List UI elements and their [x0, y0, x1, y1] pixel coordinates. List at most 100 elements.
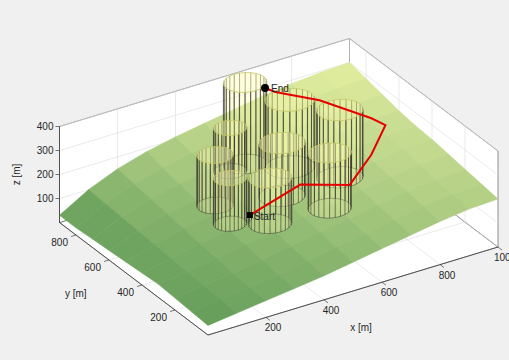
- cylinder-edge: [293, 152, 294, 205]
- floor-pane: [60, 135, 499, 336]
- cylinder-side: [298, 148, 302, 203]
- cylinder-side: [196, 156, 198, 209]
- surface-cell: [192, 299, 238, 325]
- cylinder-edge: [302, 148, 303, 201]
- tick: [324, 300, 328, 303]
- z-tick-label: 300: [37, 145, 54, 156]
- tick: [137, 285, 142, 287]
- cylinder-edge: [250, 92, 251, 174]
- x-axis-line: [208, 247, 498, 335]
- obstacles: [197, 73, 363, 234]
- cylinder-edge: [335, 162, 336, 217]
- cylinder-side: [324, 163, 330, 218]
- axes-panes: [60, 39, 499, 336]
- x-tick-label: 800: [439, 270, 456, 281]
- cylinder-side: [199, 160, 202, 212]
- surface: [60, 63, 499, 326]
- cylinder-edge: [275, 187, 276, 233]
- cylinder-edge: [344, 159, 345, 214]
- cylinder-side: [244, 179, 246, 227]
- cylinder-side: [281, 184, 286, 231]
- cylinder-edge: [255, 91, 256, 173]
- cylinder: [248, 168, 291, 233]
- back-wall-y: [60, 39, 350, 223]
- cylinder-edge: [244, 181, 245, 227]
- cylinder-edge: [244, 92, 245, 174]
- cylinder-side: [248, 179, 250, 227]
- cylinder-side: [319, 162, 324, 218]
- chart-container: 2004006008001000200400600800100200300400…: [0, 0, 509, 360]
- cylinder-edge: [197, 158, 198, 208]
- tick: [56, 174, 60, 175]
- cylinder-edge: [298, 150, 299, 203]
- cylinder: [308, 143, 351, 218]
- cylinder-side: [251, 91, 256, 174]
- cylinder-side: [206, 163, 210, 214]
- cylinder-side: [222, 185, 226, 231]
- cylinder-edge: [307, 107, 308, 174]
- cylinder-side: [218, 184, 221, 231]
- tick: [498, 247, 502, 250]
- cylinder-side: [314, 161, 318, 218]
- grid: [60, 39, 499, 318]
- cylinder-edge: [218, 184, 219, 230]
- cylinder-edge: [310, 159, 311, 214]
- cylinder-edge: [199, 160, 200, 210]
- cylinder-edge: [318, 162, 319, 217]
- cylinder-edge: [285, 184, 286, 230]
- plot-area: [60, 63, 499, 326]
- cylinder-edge: [329, 163, 330, 218]
- cylinder-edge: [202, 161, 203, 211]
- y-axis-title: y [m]: [65, 288, 87, 299]
- cylinder-edge: [305, 142, 306, 195]
- cylinder-top: [259, 132, 306, 153]
- tick: [440, 265, 444, 268]
- cylinder-edge: [241, 133, 242, 176]
- cylinder: [213, 170, 246, 231]
- cylinder-side: [238, 133, 241, 178]
- cylinder-top: [308, 143, 351, 163]
- start-marker: [247, 212, 253, 218]
- cylinder-edge: [225, 186, 226, 232]
- cylinder-top: [197, 147, 234, 164]
- end-marker: [261, 84, 269, 92]
- cylinder-side: [276, 186, 281, 233]
- axes: 2004006008001000200400600800100200300400…: [11, 83, 509, 335]
- grid-line: [350, 135, 499, 248]
- chart-svg: 2004006008001000200400600800100200300400…: [0, 0, 509, 360]
- cylinder-side: [197, 158, 199, 210]
- cylinder-edge: [350, 150, 351, 205]
- tick: [71, 235, 76, 237]
- cylinder-edge: [288, 182, 289, 228]
- cylinder-edge: [205, 163, 206, 213]
- cylinder-edge: [323, 163, 324, 218]
- z-tick-label: 100: [37, 193, 54, 204]
- cylinder-top: [213, 170, 246, 185]
- cylinder-side: [294, 150, 299, 205]
- cylinder-edge: [234, 185, 235, 231]
- x-tick-label: 1000: [494, 252, 509, 263]
- start-label: Start: [254, 211, 275, 222]
- cylinder-edge: [314, 161, 315, 216]
- z-axis-title: z [m]: [11, 163, 22, 185]
- cylinder-side: [340, 159, 345, 216]
- cylinder-edge: [351, 152, 352, 207]
- cylinder-edge: [251, 184, 252, 230]
- cylinder-edge: [241, 183, 242, 229]
- cylinder-top: [213, 120, 246, 135]
- cylinder-edge: [215, 182, 216, 228]
- cylinder-side: [238, 183, 241, 230]
- cylinder-side: [202, 161, 206, 213]
- cylinder-side: [234, 184, 238, 231]
- cylinder-side: [330, 162, 336, 218]
- cylinder-top: [248, 168, 291, 188]
- x-tick-label: 600: [381, 287, 398, 298]
- cylinder-edge: [210, 163, 211, 213]
- cylinder-side: [311, 159, 314, 216]
- grid-line: [292, 152, 441, 265]
- tick: [170, 310, 175, 312]
- cylinder-edge: [229, 186, 230, 232]
- flight-path: [250, 88, 386, 215]
- cylinder-edge: [249, 181, 250, 227]
- z-tick-label: 200: [37, 169, 54, 180]
